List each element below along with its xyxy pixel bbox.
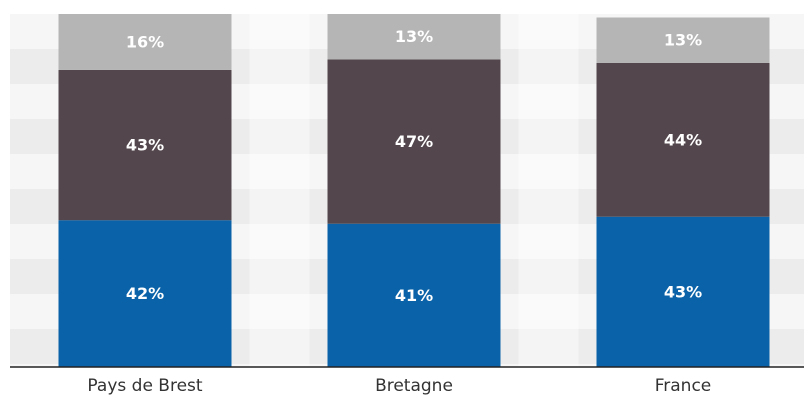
grid-lane bbox=[518, 14, 579, 367]
bar-segment-0-2 bbox=[58, 14, 232, 70]
bar-segment-2-0 bbox=[596, 216, 770, 367]
data-label-1-2: 13% bbox=[395, 27, 433, 46]
bar-segment-1-2 bbox=[327, 14, 501, 60]
bar-segment-2-2 bbox=[596, 17, 770, 63]
data-label-0-2: 16% bbox=[126, 32, 164, 51]
data-label-1-0: 41% bbox=[395, 286, 433, 305]
category-label-2: France bbox=[655, 376, 712, 396]
bars bbox=[58, 14, 770, 367]
data-label-0-0: 42% bbox=[126, 284, 164, 303]
bar-segment-0-1 bbox=[58, 69, 232, 221]
category-label-1: Bretagne bbox=[375, 376, 453, 396]
data-label-0-1: 43% bbox=[126, 136, 164, 155]
bar-segment-1-0 bbox=[327, 223, 501, 367]
category-labels: Pays de Brest Bretagne France bbox=[87, 376, 711, 396]
data-label-2-1: 44% bbox=[664, 130, 702, 149]
data-label-1-1: 47% bbox=[395, 132, 433, 151]
grid-lane bbox=[249, 14, 310, 367]
category-label-0: Pays de Brest bbox=[87, 376, 202, 396]
bar-segment-0-0 bbox=[58, 220, 232, 367]
bar-segment-1-1 bbox=[327, 59, 501, 224]
data-label-2-2: 13% bbox=[664, 31, 702, 50]
bar-segment-2-1 bbox=[596, 62, 770, 217]
data-label-2-0: 43% bbox=[664, 282, 702, 301]
data-labels: 42% 43% 16% 41% 47% 13% 43% 44% 13% bbox=[126, 27, 702, 305]
